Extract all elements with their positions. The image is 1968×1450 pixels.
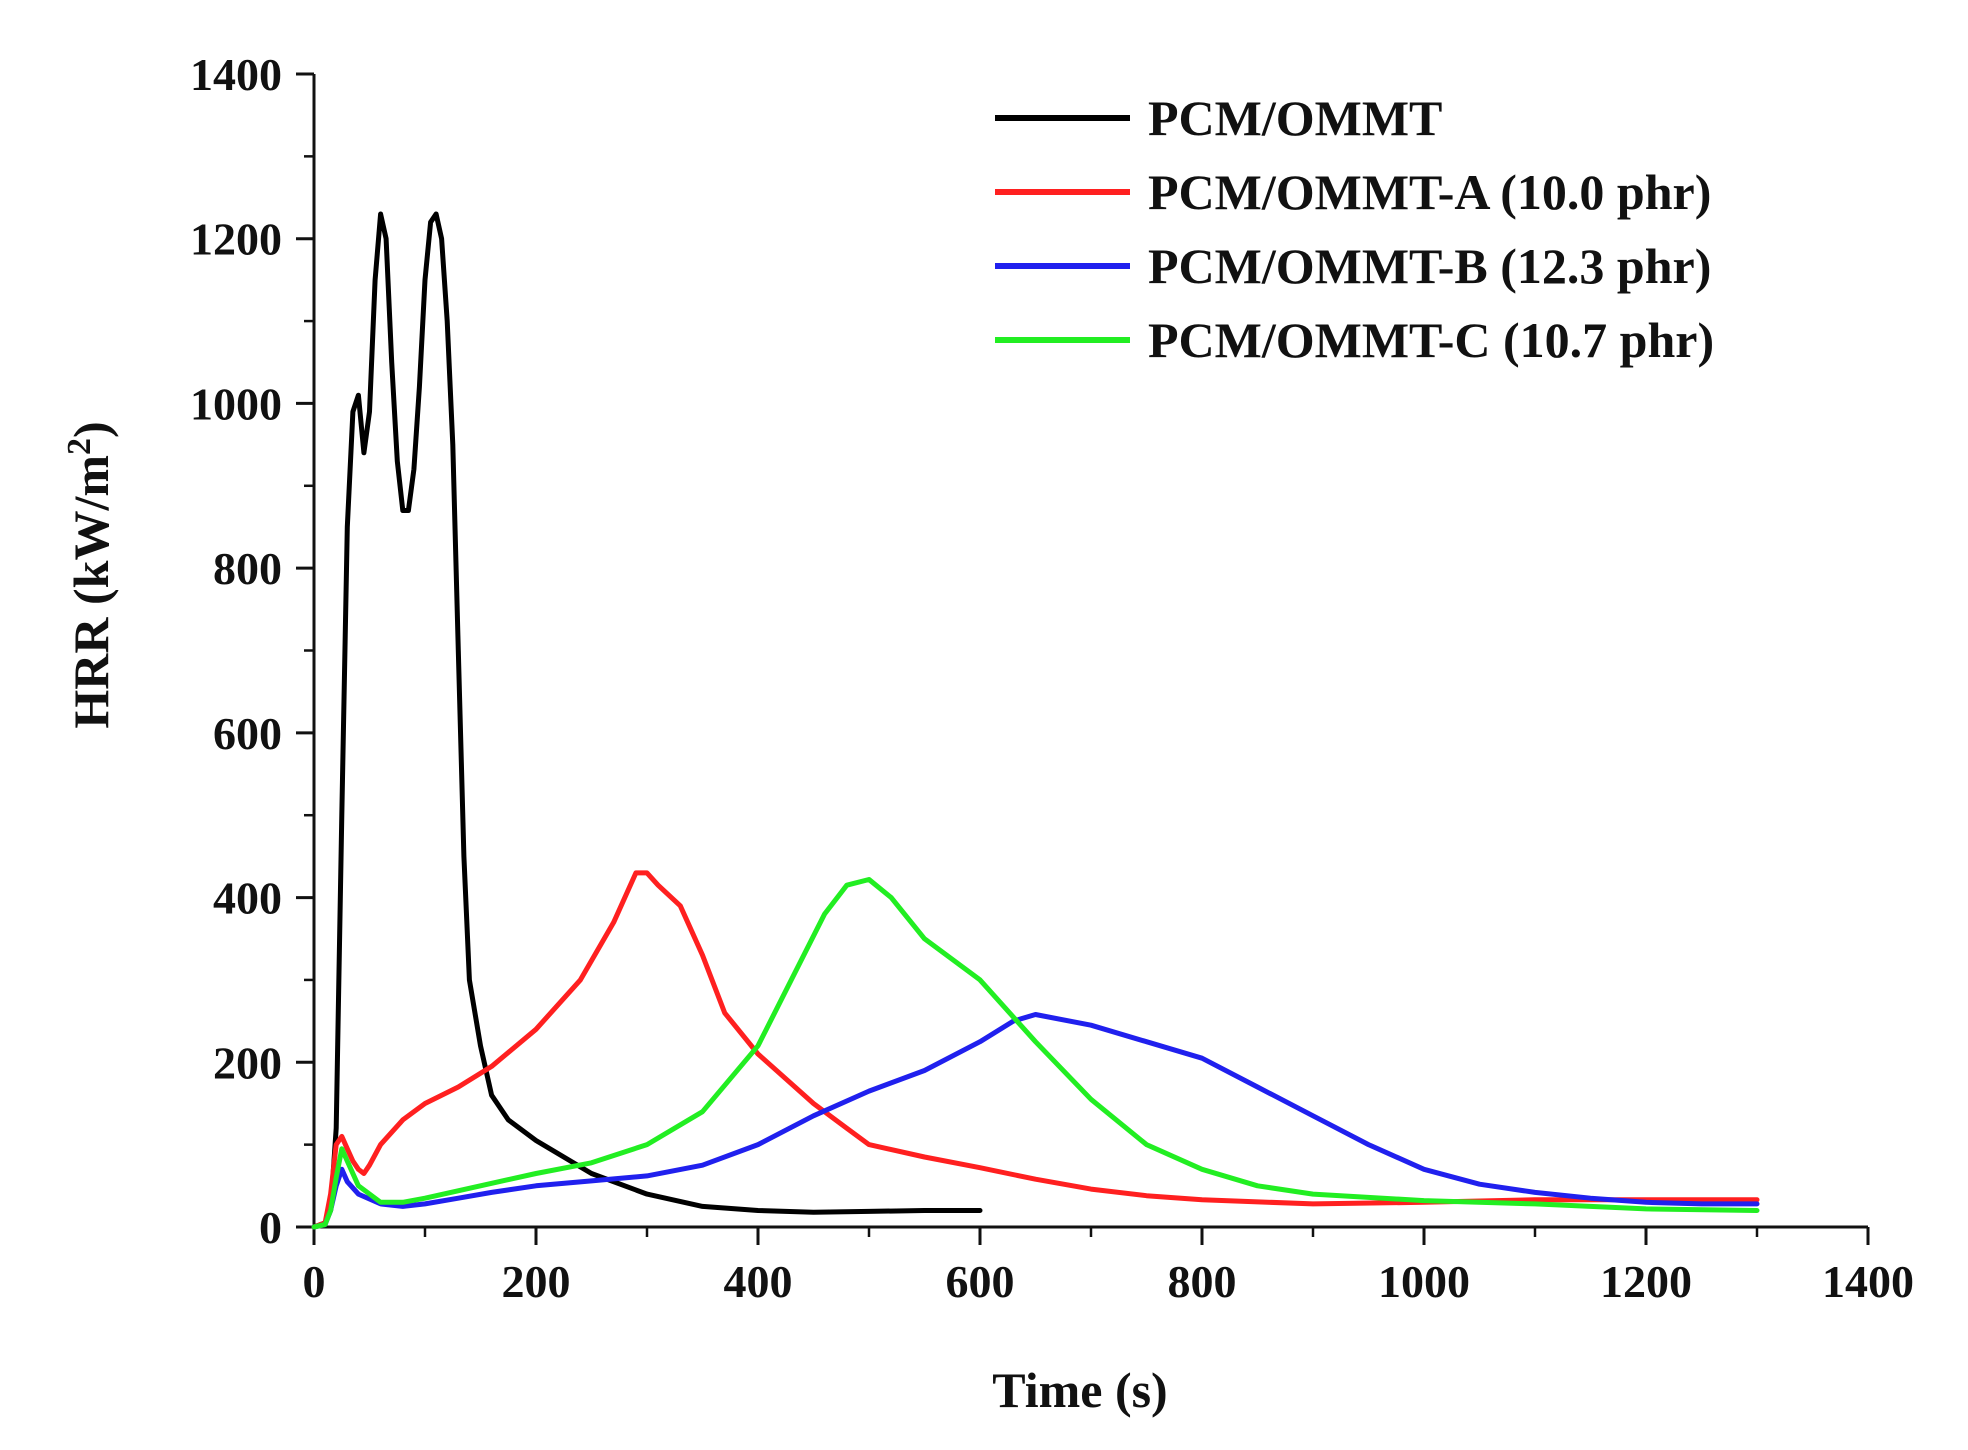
y-tick-label: 600 — [213, 708, 282, 759]
x-tick-label: 1000 — [1378, 1256, 1470, 1307]
legend-label-2: PCM/OMMT-A (10.0 phr) — [1148, 164, 1711, 220]
series-line-3 — [311, 1012, 1760, 1230]
series-line-2 — [311, 870, 1760, 1230]
y-axis-title-main: HRR (kW/m — [63, 455, 119, 729]
y-tick-label: 400 — [213, 873, 282, 924]
x-tick-label: 600 — [946, 1256, 1015, 1307]
y-axis-title-superscript: 2 — [61, 438, 98, 455]
y-axis-title: HRR (kW/m2) — [61, 421, 119, 728]
x-tick-label: 0 — [303, 1256, 326, 1307]
legend: PCM/OMMT PCM/OMMT-A (10.0 phr) PCM/OMMT-B … — [995, 90, 1714, 368]
y-axis-title-close: ) — [63, 421, 119, 438]
x-tick-label: 800 — [1168, 1256, 1237, 1307]
x-axis-title: Time (s) — [992, 1362, 1167, 1418]
x-tick-label: 400 — [724, 1256, 793, 1307]
y-tick-label: 800 — [213, 543, 282, 594]
y-tick-label: 1000 — [190, 378, 282, 429]
x-tick-label: 1200 — [1600, 1256, 1692, 1307]
y-tick-label: 200 — [213, 1037, 282, 1088]
axes: 0 200 400 600 800 1000 1200 1400 0 200 400 600 800 10… — [190, 49, 1914, 1307]
x-tick-label: 1400 — [1822, 1256, 1914, 1307]
legend-label-1: PCM/OMMT — [1148, 90, 1442, 146]
y-tick-label: 1400 — [190, 49, 282, 100]
legend-label-4: PCM/OMMT-C (10.7 phr) — [1148, 312, 1714, 368]
series-line-4 — [311, 877, 1760, 1230]
series-line-1 — [311, 211, 983, 1230]
x-tick-label: 200 — [502, 1256, 571, 1307]
y-tick-label: 1200 — [190, 214, 282, 265]
series-lines — [311, 211, 1760, 1230]
legend-label-3: PCM/OMMT-B (12.3 phr) — [1148, 238, 1711, 294]
y-tick-label: 0 — [259, 1202, 282, 1253]
